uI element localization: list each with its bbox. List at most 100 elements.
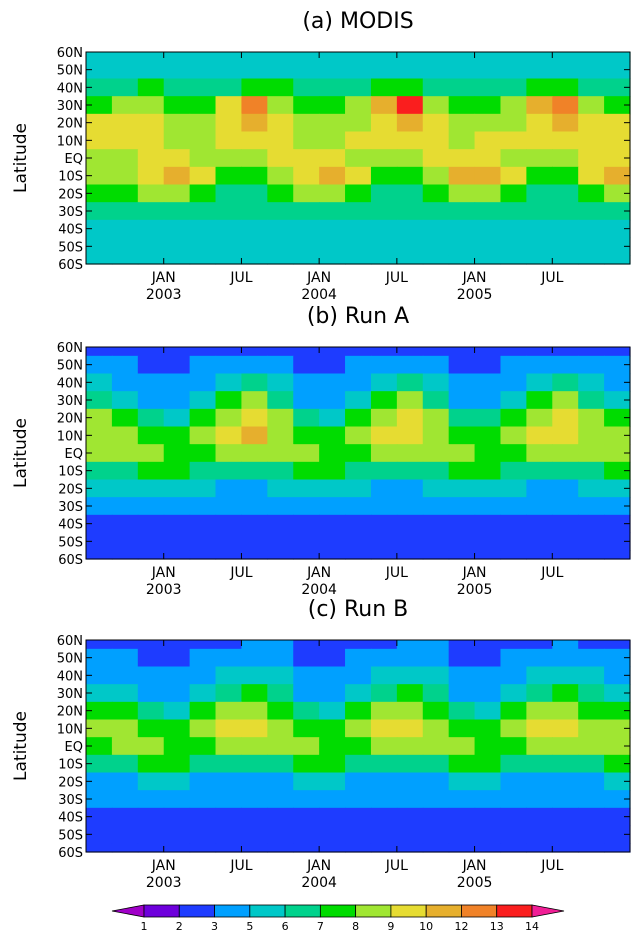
heatmap-cell	[448, 113, 476, 133]
heatmap-cell	[215, 149, 243, 168]
heatmap-cell	[604, 255, 631, 265]
heatmap-cell	[474, 648, 502, 668]
heatmap-cell	[215, 237, 243, 256]
heatmap-cell	[474, 461, 502, 481]
heatmap-cell	[189, 648, 217, 668]
heatmap-cell	[370, 648, 398, 668]
heatmap-cell	[267, 772, 294, 791]
heatmap-cell	[526, 184, 553, 203]
heatmap-cell	[293, 807, 320, 827]
heatmap-cell	[111, 408, 139, 428]
heatmap-cell	[111, 701, 139, 721]
heatmap-cell	[137, 684, 165, 703]
heatmap-cell	[448, 166, 476, 186]
heatmap-cell	[578, 60, 605, 80]
heatmap-cell	[396, 640, 424, 650]
heatmap-cell	[345, 96, 372, 115]
heatmap-cell	[137, 131, 165, 150]
heatmap-cell	[215, 347, 243, 357]
heatmap-cell	[370, 684, 398, 703]
heatmap-cell	[241, 373, 268, 392]
heatmap-cell	[163, 255, 191, 265]
y-tick-label: 10N	[57, 134, 83, 149]
heatmap-cell	[241, 790, 268, 809]
heatmap-cell	[189, 532, 217, 551]
heatmap-cell	[189, 444, 217, 463]
heatmap-cell	[111, 60, 139, 80]
heatmap-cell	[189, 131, 217, 150]
y-tick-label: 50N	[57, 359, 83, 374]
heatmap-cell	[370, 255, 398, 265]
heatmap-cell	[526, 790, 553, 809]
heatmap-cell	[163, 807, 191, 827]
heatmap-cell	[86, 202, 113, 221]
x-tick-year-label: 2004	[301, 875, 337, 891]
heatmap-cell	[137, 426, 165, 445]
heatmap-cell	[552, 131, 579, 150]
heatmap-cell	[241, 843, 268, 853]
heatmap-cell	[163, 843, 191, 853]
heatmap-cells	[86, 347, 631, 560]
heatmap-cell	[345, 166, 372, 186]
heatmap-cell	[345, 347, 372, 357]
heatmap-cell	[137, 255, 165, 265]
heatmap-cell	[137, 479, 165, 498]
heatmap-cells	[86, 640, 631, 853]
heatmap-cell	[215, 461, 243, 481]
heatmap-cell	[241, 237, 268, 256]
heatmap-cell	[526, 479, 553, 498]
heatmap-cell	[86, 532, 113, 551]
heatmap-cell	[604, 60, 631, 80]
heatmap-cell	[293, 96, 320, 115]
heatmap-cell	[396, 648, 424, 668]
heatmap-cell	[215, 497, 243, 516]
heatmap-cell	[215, 772, 243, 791]
heatmap-cell	[241, 444, 268, 463]
heatmap-cell	[163, 737, 191, 756]
heatmap-cell	[345, 701, 372, 721]
heatmap-cell	[163, 149, 191, 168]
y-tick-label: 50N	[57, 652, 83, 667]
y-tick-label: 30S	[58, 500, 83, 515]
heatmap-cell	[267, 219, 294, 239]
heatmap-cell	[422, 347, 450, 357]
heatmap-cell	[500, 550, 527, 560]
heatmap-cell	[422, 479, 450, 498]
heatmap-cell	[370, 373, 398, 392]
heatmap-cell	[474, 497, 502, 516]
heatmap-cell	[111, 391, 139, 410]
heatmap-cell	[111, 78, 139, 97]
heatmap-cell	[319, 532, 346, 551]
heatmap-cell	[526, 113, 553, 133]
heatmap-cell	[552, 807, 579, 827]
heatmap-cell	[370, 790, 398, 809]
heatmap-cell	[189, 426, 217, 445]
heatmap-cell	[396, 790, 424, 809]
heatmap-cell	[604, 78, 631, 97]
heatmap-cell	[604, 772, 631, 791]
heatmap-cell	[448, 408, 476, 428]
heatmap-cell	[578, 807, 605, 827]
x-tick-label: JAN	[462, 270, 487, 286]
heatmap-cell	[500, 479, 527, 498]
heatmap-cell	[578, 550, 605, 560]
heatmap-cell	[293, 772, 320, 791]
heatmap-cell	[189, 347, 217, 357]
heatmap-cell	[396, 113, 424, 133]
heatmap-cell	[526, 219, 553, 239]
heatmap-cell	[526, 78, 553, 97]
heatmap-cell	[422, 444, 450, 463]
heatmap-cell	[86, 219, 113, 239]
heatmap-cell	[241, 52, 268, 62]
heatmap-cell	[293, 701, 320, 721]
heatmap-cell	[189, 772, 217, 791]
y-tick-label: 30S	[58, 793, 83, 808]
heatmap-cell	[319, 166, 346, 186]
heatmap-cell	[474, 532, 502, 551]
heatmap-cell	[448, 843, 476, 853]
heatmap-cell	[526, 514, 553, 534]
heatmap-cell	[293, 78, 320, 97]
heatmap-cell	[526, 497, 553, 516]
heatmap-cell	[448, 772, 476, 791]
heatmap-cell	[345, 113, 372, 133]
